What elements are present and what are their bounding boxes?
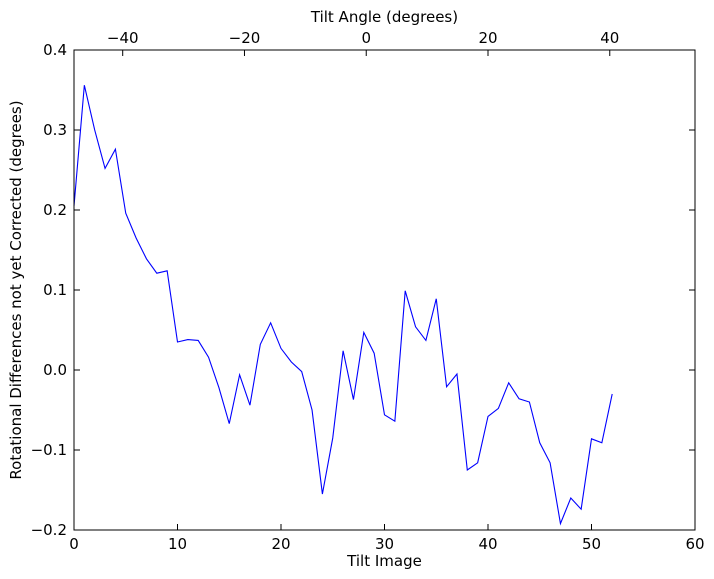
x-tick-label: 20 bbox=[271, 535, 290, 553]
y-tick-label: 0.3 bbox=[43, 121, 67, 139]
top-x-axis: −40 −20 0 20 40 bbox=[107, 29, 619, 56]
top-x-tick-label: −40 bbox=[107, 29, 139, 47]
x-tick-label: 50 bbox=[582, 535, 601, 553]
y-tick-label: −0.1 bbox=[31, 441, 67, 459]
y-tick-label: 0.0 bbox=[43, 361, 67, 379]
y-tick-label: 0.4 bbox=[43, 41, 67, 59]
x-tick-label: 40 bbox=[478, 535, 497, 553]
top-x-axis-title: Tilt Angle (degrees) bbox=[310, 8, 458, 26]
x-tick-label: 30 bbox=[375, 535, 394, 553]
y-tick-label: 0.1 bbox=[43, 281, 67, 299]
top-x-tick-label: 20 bbox=[478, 29, 497, 47]
y-tick-label: 0.2 bbox=[43, 201, 67, 219]
top-x-tick-label: −20 bbox=[229, 29, 261, 47]
top-x-tick-label: 40 bbox=[600, 29, 619, 47]
plot-content bbox=[73, 85, 613, 526]
x-tick-label: 0 bbox=[69, 535, 79, 553]
series-line-0 bbox=[73, 85, 613, 526]
bottom-x-axis: 0 10 20 30 40 50 60 bbox=[69, 524, 705, 553]
y-axis-title: Rotational Differences not yet Corrected… bbox=[7, 100, 25, 479]
x-tick-label: 10 bbox=[168, 535, 187, 553]
top-x-tick-label: 0 bbox=[361, 29, 371, 47]
y-tick-label: −0.2 bbox=[31, 521, 67, 539]
x-tick-label: 60 bbox=[685, 535, 704, 553]
left-y-axis: −0.2 −0.1 0.0 0.1 0.2 0.3 0.4 bbox=[31, 41, 695, 539]
plot-frame bbox=[73, 49, 696, 531]
x-axis-title: Tilt Image bbox=[346, 552, 422, 570]
